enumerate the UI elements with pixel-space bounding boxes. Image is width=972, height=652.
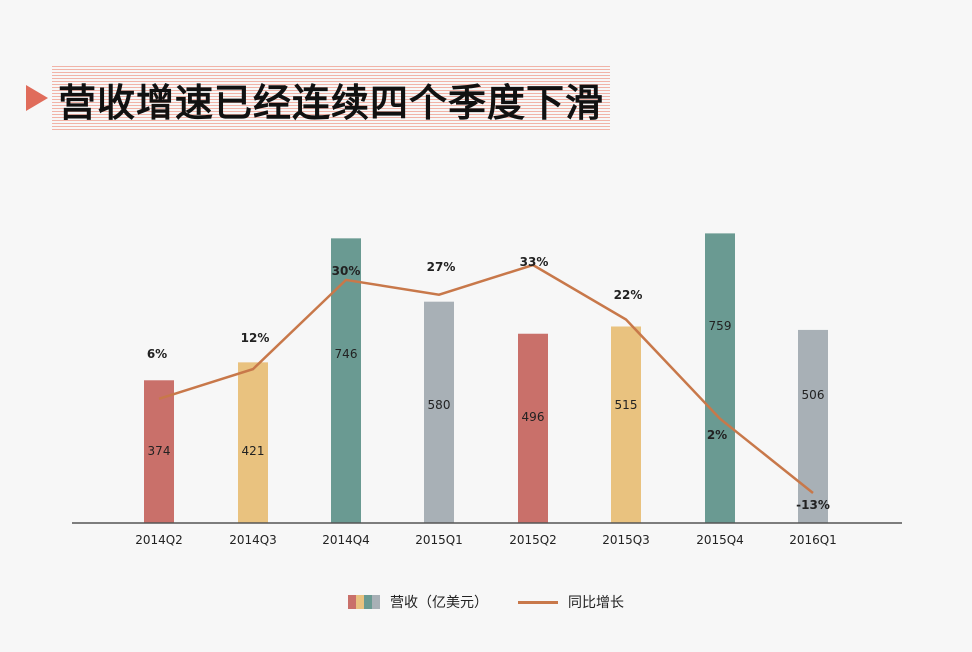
- growth-label-2015Q3: 22%: [614, 288, 643, 302]
- bar-value-label-2015Q3: 515: [615, 398, 638, 412]
- bar-2014Q2: [144, 380, 174, 523]
- bar-value-label-2014Q3: 421: [242, 444, 265, 458]
- bar-2015Q3: [611, 326, 641, 523]
- growth-label-2014Q3: 12%: [241, 331, 270, 345]
- line-legend-swatch: [518, 600, 558, 604]
- bar-value-label-2015Q2: 496: [522, 410, 545, 424]
- legend-swatch-gray: [372, 595, 380, 609]
- x-tick-label-2015Q2: 2015Q2: [509, 533, 557, 547]
- x-tick-label-2016Q1: 2016Q1: [789, 533, 837, 547]
- growth-label-2014Q4: 30%: [332, 264, 361, 278]
- x-tick-label-2014Q2: 2014Q2: [135, 533, 183, 547]
- bar-2015Q2: [518, 333, 548, 523]
- legend: 营收（亿美元） 同比增长: [0, 592, 972, 612]
- x-tick-label-2014Q3: 2014Q3: [229, 533, 277, 547]
- x-tick-label-2015Q3: 2015Q3: [602, 533, 650, 547]
- title-arrow-icon: [26, 85, 48, 111]
- bar-2014Q3: [238, 362, 268, 523]
- x-tick-label-2015Q4: 2015Q4: [696, 533, 744, 547]
- bar-2014Q4: [331, 238, 361, 523]
- legend-swatch-red: [348, 595, 356, 609]
- bar-value-label-2014Q4: 746: [335, 347, 358, 361]
- growth-label-2015Q4: 2%: [707, 428, 727, 442]
- bar-2016Q1: [798, 329, 828, 523]
- bar-value-label-2015Q4: 759: [709, 319, 732, 333]
- bar-value-label-2014Q2: 374: [148, 444, 171, 458]
- growth-label-2015Q2: 33%: [520, 255, 549, 269]
- title-block: 营收增速已经连续四个季度下滑: [26, 65, 611, 131]
- legend-bar-label: 营收（亿美元）: [390, 595, 488, 611]
- x-tick-label-2015Q1: 2015Q1: [415, 533, 463, 547]
- chart-title: 营收增速已经连续四个季度下滑: [52, 65, 611, 131]
- bar-value-label-2016Q1: 506: [802, 388, 825, 402]
- growth-label-2015Q1: 27%: [427, 260, 456, 274]
- legend-swatch-yellow: [356, 595, 364, 609]
- growth-label-2014Q2: 6%: [147, 347, 167, 361]
- bar-2015Q1: [424, 301, 454, 523]
- legend-line-label: 同比增长: [568, 595, 624, 611]
- bar-2015Q4: [705, 233, 735, 523]
- growth-line: [158, 263, 814, 494]
- bar-legend-swatch: [348, 595, 380, 609]
- bar-value-label-2015Q1: 580: [428, 398, 451, 412]
- x-tick-label-2014Q4: 2014Q4: [322, 533, 370, 547]
- growth-label-2016Q1: -13%: [796, 498, 830, 512]
- legend-swatch-teal: [364, 595, 372, 609]
